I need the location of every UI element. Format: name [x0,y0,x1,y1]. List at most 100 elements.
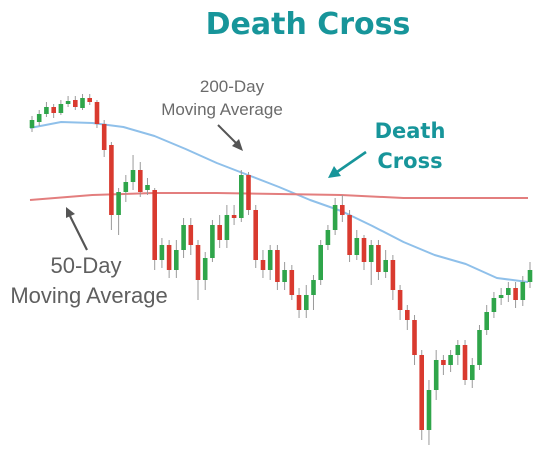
candle-body-up [311,280,316,295]
candlesticks [29,94,533,445]
candle [145,178,150,195]
candle-body-up [325,230,331,245]
candle [260,250,266,278]
ma50-line [29,192,528,201]
candle [58,100,64,115]
ma50-pointer-arrow [66,207,88,251]
candle [51,104,56,118]
candle [87,94,92,105]
candle-body-down [109,145,114,215]
candle [477,325,482,370]
candle [405,305,410,330]
candle [282,262,287,290]
candle-body-up [267,250,273,270]
candle-body-down [441,360,446,365]
candle-body-up [426,390,432,430]
candle [289,265,295,300]
candle-body-down [138,170,143,192]
death-cross-label-line2: Cross [377,149,442,173]
candle-body-up [181,225,186,250]
candle-body-down [166,245,172,270]
candle [138,162,143,197]
candle-body-down [347,215,352,255]
candle-body-up [368,245,374,262]
candle [246,172,251,215]
candle-body-up [282,270,287,282]
candle [181,218,186,258]
candle-body-down [275,250,280,282]
candle-body-down [94,102,100,124]
candle [267,245,273,280]
candle [354,230,360,260]
candle-body-down [390,260,396,290]
candle-body-up [210,225,215,258]
candle [325,225,331,250]
candle [65,96,71,107]
candle-body-up [224,215,230,240]
candle [390,255,396,300]
candle [253,205,258,268]
candle-body-down [340,205,345,215]
candle [376,240,381,280]
candle-body-up [58,104,64,113]
candle [296,288,302,318]
candle-body-up [159,245,165,260]
candle [383,250,388,278]
candle-body-up [520,282,526,300]
candle [239,170,244,222]
candle-body-up [448,355,453,365]
candle [470,358,475,388]
candle-body-up [470,365,475,380]
candle [361,235,367,270]
candle-body-up [498,295,504,298]
ma200-line [29,121,529,283]
candle-body-up [506,288,511,295]
candle-body-down [51,107,56,113]
candle [491,292,497,318]
candle-body-down [231,215,237,218]
candle [455,340,461,365]
candle-body-down [296,295,302,310]
candle [332,198,338,235]
death-cross-pointer-arrow [328,150,367,178]
candle [275,245,280,290]
candle [152,188,157,270]
candle-body-down [361,238,367,262]
candle-body-down [419,355,424,430]
candle [340,195,345,222]
candle-body-up [383,260,388,272]
candle-body-up [433,360,439,390]
candle [195,240,201,300]
ma50-label-line2: Moving Average [10,283,167,308]
candle [347,210,352,262]
candle-body-up [318,245,323,280]
candle [311,275,316,310]
candle-body-down [289,270,295,295]
candle-body-down [462,345,468,380]
ma200-label-line1: 200-Day [200,77,265,96]
candle-body-up [484,312,489,330]
candle [498,288,504,305]
candle [44,102,49,117]
candle [123,175,129,202]
candle [304,285,309,318]
candle-body-down [376,245,381,272]
candle-body-up [36,114,42,122]
death-cross-label-line1: Death [375,119,446,143]
candle-body-up [332,205,338,230]
candle [484,305,489,335]
candle [210,220,215,262]
candle-body-up [44,107,49,114]
candle [318,240,323,285]
chart-title: Death Cross [206,7,411,42]
ma50-label-line1: 50-Day [51,253,122,278]
candle [433,350,439,400]
candle-body-down [101,124,107,150]
candle [109,142,114,230]
candle [116,188,121,235]
candle [101,120,107,157]
candle-body-up [145,185,150,190]
candle-body-down [195,245,201,280]
candle-body-up [123,182,129,192]
candle-body-up [29,120,35,128]
